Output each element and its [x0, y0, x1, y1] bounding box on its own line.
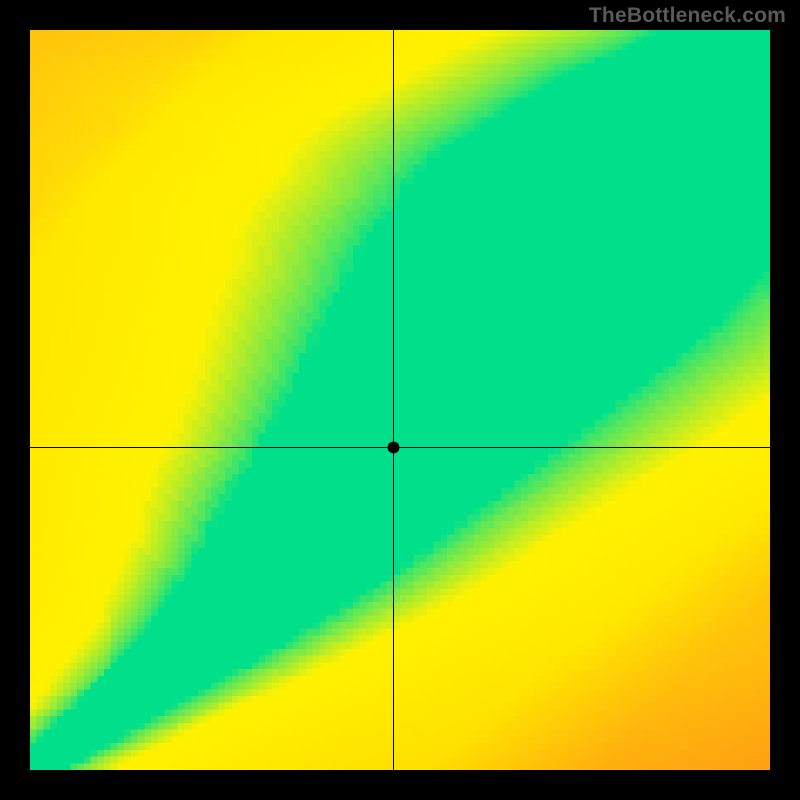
chart-overlay [30, 30, 770, 770]
chart-container: TheBottleneck.com [0, 0, 800, 800]
watermark-text: TheBottleneck.com [589, 4, 786, 28]
